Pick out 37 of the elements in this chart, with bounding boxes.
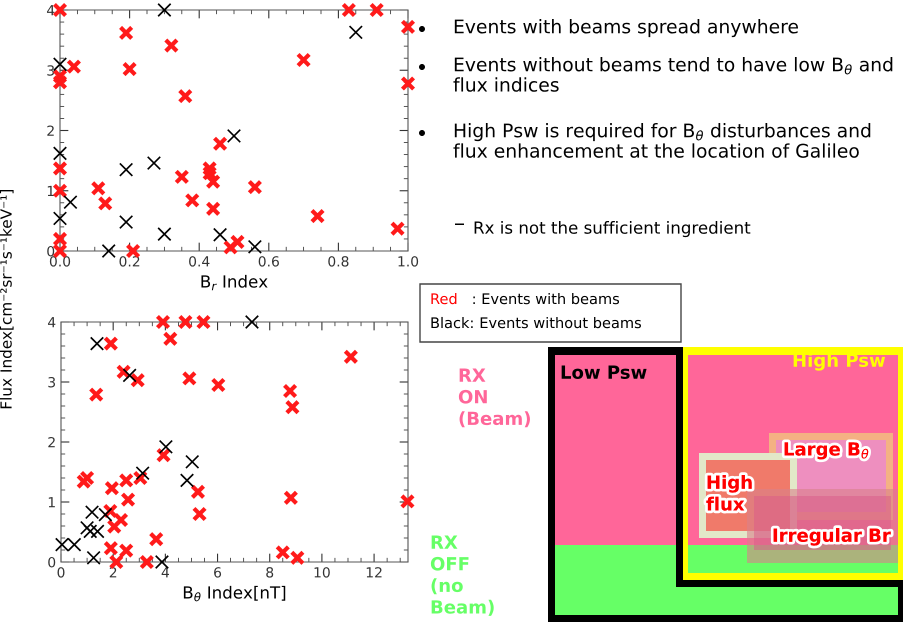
y-tick-label: 1 [48,497,55,508]
text: Red : Events with beams [431,292,620,304]
y-tick-label: 4 [48,317,56,328]
text: Rx is not the sufficient ingredient [474,221,750,238]
y-tick-label: 3 [48,376,56,388]
x-tick-label: 0.4 [189,256,210,267]
text: Events with beams spread anywhere [454,19,798,38]
text: Irregular Br [774,528,891,546]
x-tick-label: 0.0 [50,256,70,267]
y-tick-label: 1 [48,186,54,196]
x-tick-label: 10 [314,567,330,578]
x-tick-label: 6 [214,567,222,578]
text: Black: Events without beams [431,316,641,328]
x-tick-label: 0.8 [328,256,348,267]
text: Large B$_{θ}$ [784,442,868,460]
text: Events without beams tend to have low B$_{θ}$ and flux indices [453,56,892,92]
y-tick-label: 0 [47,246,54,256]
x-tick-label: 0.2 [119,256,140,267]
text: High flux [706,475,752,511]
x-tick-label: 0.6 [258,256,279,267]
y-tick-label: 4 [46,5,54,16]
x-tick-label: 4 [162,567,169,578]
y-axis-title: Flux Index[cm⁻²sr⁻¹s⁻¹keV⁻¹] [0,190,14,408]
text: RX ON (Beam) [458,368,530,428]
x-tick-label: 1.0 [398,256,418,267]
x-axis-title: B$_{r}$ Index [201,274,268,290]
y-tick-label: 2 [48,436,55,448]
x-tick-label: 8 [266,567,274,578]
x-tick-label: 12 [366,567,382,578]
text: Low Psw [562,366,647,379]
y-tick-label: 0 [48,556,56,568]
text: High Psw is required for B$_{θ}$ disturbances and flux enhancement at the location of Galileo [453,123,870,158]
y-tick-label: 2 [47,125,54,136]
x-axis-title: B$_{θ}$ Index[nT] [184,586,286,602]
y-tick-label: 3 [47,65,54,76]
x-tick-label: 0 [57,567,64,578]
text: RX OFF (no Beam) [430,536,494,616]
